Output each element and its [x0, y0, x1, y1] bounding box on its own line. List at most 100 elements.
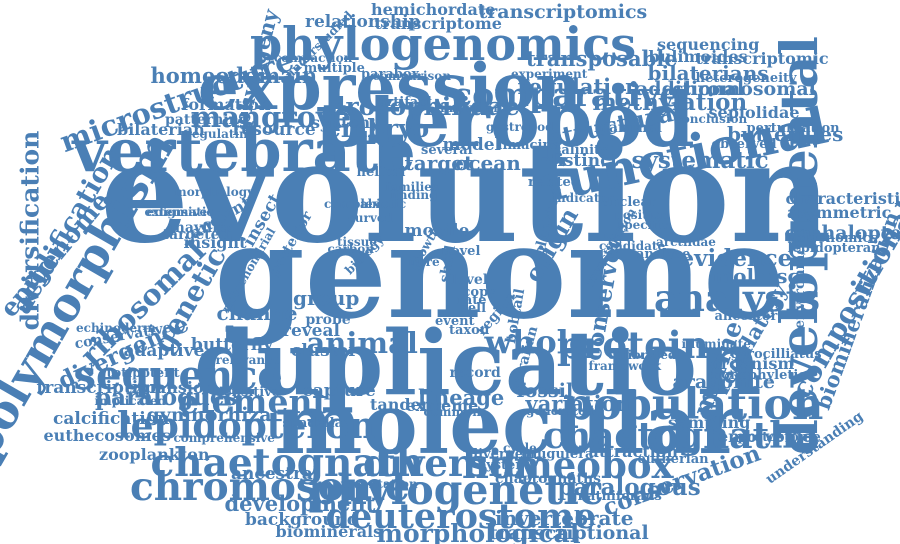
cloud-word-synteny: synteny: [311, 113, 380, 132]
cloud-word-ancestor: ancestor: [714, 308, 778, 324]
cloud-word-rate: rate: [457, 292, 487, 308]
cloud-word-systematic: systematic: [631, 146, 769, 174]
cloud-word-analyse: analyse: [636, 246, 691, 262]
cloud-word-representation: representation: [318, 477, 418, 491]
cloud-word-gnathiferans: gnathiferans: [568, 488, 662, 504]
cloud-word-phylogenomics: phylogenomics: [250, 17, 637, 71]
cloud-word-targeted: targeted: [162, 227, 230, 243]
cloud-word-transcriptomic: transcriptomic: [695, 49, 829, 68]
cloud-word-zooplankton: zooplankton: [99, 445, 210, 464]
cloud-word-lineage: lineage: [418, 384, 505, 410]
cloud-word-attraction: attraction: [588, 442, 678, 461]
cloud-word-analysis: analysis: [654, 275, 821, 320]
cloud-word-distinct: distinct: [545, 150, 619, 171]
cloud-word-element: element: [178, 381, 328, 421]
cloud-word-homeodomain: homeodomain: [150, 62, 318, 88]
cloud-word-adaptive: adaptive: [123, 340, 205, 361]
cloud-word-limacina: limacina: [497, 137, 561, 153]
cloud-word-protostome: protostome: [737, 429, 821, 445]
cloud-word-epigenomics: epigenomics: [786, 230, 878, 246]
cloud-word-background: background: [245, 509, 359, 530]
cloud-word-transcription: transcription: [36, 377, 162, 398]
cloud-word-butterfly: butterfly: [191, 334, 273, 355]
cloud-word-totipotent: totipotent: [106, 365, 180, 381]
cloud-word-lepidopteran: lepidopteran: [787, 240, 881, 256]
cloud-word-regulation: regulation: [517, 73, 641, 99]
cloud-word-taxon: taxon: [449, 322, 490, 338]
cloud-word-drosophilidae: drosophilidae: [328, 91, 520, 121]
cloud-word-abiotic: abiotic: [360, 197, 407, 211]
cloud-word-extreme: extreme: [405, 396, 479, 415]
cloud-word-deuterostome: deuterostome: [325, 495, 597, 537]
cloud-word-fossil: fossil: [516, 379, 574, 402]
cloud-word-framework: framework: [588, 359, 662, 373]
cloud-word-cell: cell: [460, 300, 487, 316]
cloud-word-protein: protein: [557, 322, 709, 367]
cloud-word-organism: organism: [710, 354, 795, 373]
cloud-word-mangrove: mangrove: [190, 99, 352, 134]
cloud-word-specific: specific: [617, 218, 669, 232]
cloud-word-embryonic: embryonic: [718, 427, 813, 446]
cloud-word-cluster: cluster: [291, 340, 358, 361]
cloud-word-gymnorhiza: gymnorhiza: [146, 403, 272, 426]
cloud-word-calibrated: calibrated: [608, 348, 677, 362]
cloud-word-relationship: relationship: [305, 11, 421, 32]
cloud-word-development: development: [224, 490, 376, 516]
cloud-word-sequencing: sequencing: [657, 35, 760, 54]
cloud-word-comprehensive: comprehensive: [173, 431, 275, 445]
cloud-word-expression: expression: [198, 50, 582, 125]
cloud-word-variation: variation: [525, 390, 631, 416]
cloud-word-invertebrate: invertebrate: [495, 506, 634, 530]
cloud-word-several: several: [421, 142, 473, 158]
cloud-word-divergent: divergent: [469, 446, 539, 462]
cloud-word-bruguiera: bruguiera: [521, 446, 594, 462]
cloud-word-transposable: transposable: [526, 45, 678, 71]
cloud-word-additional: additional: [636, 77, 745, 100]
cloud-word-vertebrate: vertebrate: [72, 115, 416, 185]
cloud-word-paralogous: paralogous: [557, 473, 701, 501]
cloud-word-embryo: embryo: [325, 113, 430, 143]
cloud-word-reveal: reveal: [282, 320, 340, 341]
cloud-word-mammal: mammal: [594, 120, 662, 136]
cloud-word-homeobox: homeobox: [462, 442, 674, 487]
cloud-word-hemichordate: hemichordate: [371, 0, 496, 19]
cloud-word-transcriptomics: transcriptomics: [478, 0, 648, 23]
cloud-word-relevance: relevance: [215, 353, 281, 367]
cloud-word-bilaterians: bilaterians: [647, 61, 769, 85]
cloud-word-generated: generated: [526, 404, 595, 418]
cloud-word-phylogenetic: phylogenetic: [308, 465, 604, 514]
cloud-word-evolution: evolution: [100, 111, 832, 275]
cloud-word-carbon: carbon: [327, 242, 375, 256]
cloud-word-group: group: [293, 286, 360, 310]
cloud-word-cephaloptera: cephaloptera: [784, 221, 900, 244]
cloud-word-conclusion: conclusion: [674, 112, 748, 126]
cloud-word-evidence: evidence: [679, 244, 793, 272]
cloud-word-ocean: ocean: [455, 151, 521, 175]
cloud-word-patterning: patterning: [165, 112, 249, 128]
cloud-word-paralogues: paralogues: [95, 383, 238, 411]
cloud-word-chromosome: chromosome: [130, 463, 410, 510]
cloud-word-capture: capture: [302, 380, 376, 401]
cloud-word-asymmetric: asymmetric: [787, 203, 892, 222]
cloud-word-pteropod: pteropod: [315, 75, 695, 164]
cloud-word-expansion: expansion: [125, 378, 216, 397]
cloud-word-perturbation: perturbation: [746, 120, 840, 136]
cloud-word-tandem: tandem: [370, 395, 438, 414]
cloud-word-characteristic: characteristic: [785, 189, 900, 208]
cloud-word-regulating: regulating: [185, 127, 257, 141]
cloud-word-observed: observed: [711, 136, 777, 152]
cloud-word-diversity: diversity: [363, 440, 541, 485]
cloud-word-comparative: comparative: [452, 74, 681, 114]
cloud-word-bilaterian: bilaterian: [117, 120, 205, 139]
cloud-word-transcriptome: transcriptome: [374, 14, 502, 33]
cloud-word-mobile: mobile: [404, 220, 470, 241]
cloud-word-helical: helical: [356, 164, 406, 180]
cloud-word-compaction: compaction: [274, 51, 353, 65]
cloud-word-chaetognath: chaetognath: [150, 439, 424, 486]
cloud-word-event: event: [435, 313, 475, 329]
cloud-word-eutherian: eutherian: [637, 451, 709, 467]
cloud-word-level: level: [451, 272, 489, 288]
cloud-word-ancestral: ancestral: [231, 463, 320, 484]
cloud-word-molecular: molecular: [274, 374, 742, 473]
cloud-word-aragonite: aragonite: [672, 370, 776, 393]
